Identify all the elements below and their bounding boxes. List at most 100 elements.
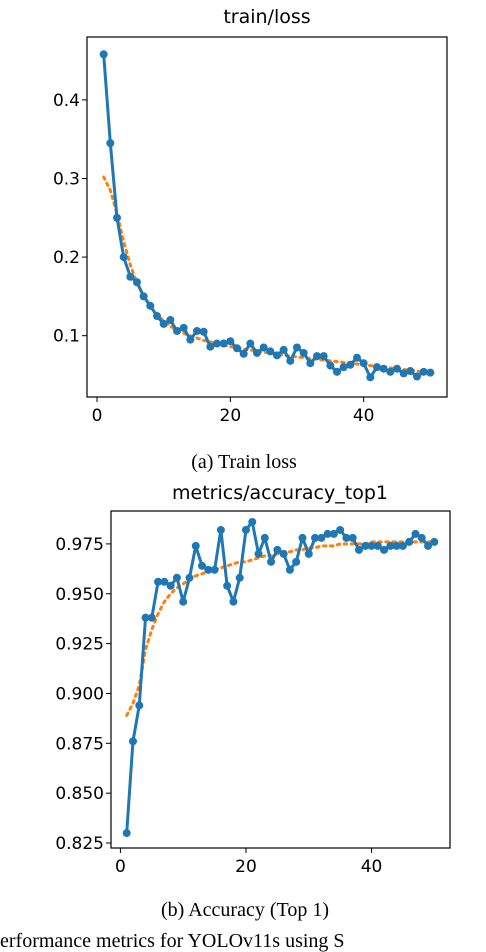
data-point (329, 529, 338, 538)
data-point (342, 533, 351, 542)
data-point (241, 525, 250, 534)
data-point (206, 342, 215, 351)
data-point (417, 533, 426, 542)
data-point (367, 541, 376, 550)
data-point (411, 529, 420, 538)
data-point (339, 363, 348, 372)
data-point (191, 541, 200, 550)
data-point (122, 829, 131, 838)
data-point (160, 577, 169, 586)
data-point (406, 367, 415, 376)
data-point (311, 533, 320, 542)
data-point (153, 312, 161, 321)
data-point (336, 525, 345, 534)
data-point (293, 343, 301, 352)
chart-accuracy-top1: metrics/accuracy_top1 0 20 40 0.825 0.850 0.8… (55, 482, 451, 877)
data-point (380, 545, 389, 554)
data-point (386, 541, 395, 550)
data-point (379, 364, 388, 373)
chart-title: metrics/accuracy_top1 (172, 482, 388, 504)
data-point (135, 701, 144, 710)
data-point (306, 359, 315, 368)
data-point (141, 613, 150, 622)
data-point (398, 541, 407, 550)
data-point (186, 335, 195, 344)
data-point (147, 613, 156, 622)
data-point (405, 537, 414, 546)
data-point (413, 372, 421, 381)
data-point (426, 368, 435, 377)
data-point (173, 326, 181, 335)
data-point (166, 315, 175, 324)
data-point (267, 557, 276, 566)
data-point (128, 737, 137, 746)
trend-line (102, 175, 432, 375)
data-point (226, 337, 235, 346)
data-point (279, 345, 288, 354)
data-point (219, 339, 228, 348)
data-point (99, 50, 108, 59)
data-point (113, 213, 121, 222)
data-point (326, 361, 335, 370)
y-tick-label: 0.1 (53, 327, 80, 347)
data-point (185, 573, 194, 582)
data-point (399, 369, 408, 378)
data-point (233, 344, 241, 353)
data-point (430, 537, 439, 546)
x-tick-label: 20 (235, 857, 257, 877)
data-point (346, 360, 355, 369)
data-point (239, 349, 248, 358)
data-point (266, 347, 275, 356)
data-point (419, 367, 428, 376)
data-point (279, 549, 288, 558)
data-point (216, 525, 225, 534)
data-point (133, 278, 141, 287)
data-point (393, 364, 401, 373)
x-tick-label: 0 (115, 857, 126, 877)
x-tick-label: 40 (353, 406, 375, 426)
plot-frame (110, 510, 451, 849)
data-point (198, 561, 207, 570)
data-point (253, 348, 261, 357)
caption-a: (a) Train loss (191, 451, 297, 473)
y-tick-label: 0.825 (55, 834, 104, 854)
data-point (273, 545, 282, 554)
data-point (159, 319, 168, 328)
y-tick-label: 0.2 (53, 248, 80, 268)
data-point (199, 327, 208, 336)
data-point (292, 557, 301, 566)
y-tick-label: 0.925 (55, 635, 104, 655)
data-point (254, 549, 263, 558)
data-point (229, 597, 238, 606)
data-point (146, 301, 155, 310)
data-point (179, 323, 188, 332)
data-point (353, 353, 361, 362)
data-point (304, 549, 313, 558)
data-point (286, 356, 295, 365)
data-point (126, 272, 135, 281)
data-point (299, 348, 308, 357)
trend-line (125, 540, 436, 717)
caption-b: (b) Accuracy (Top 1) (161, 899, 329, 921)
caption-fragment: erformance metrics for YOLOv11s using S (0, 930, 345, 952)
data-point (154, 577, 163, 586)
data-point (392, 541, 401, 550)
data-point (260, 533, 269, 542)
data-point (361, 541, 370, 550)
data-point (248, 517, 257, 526)
x-tick-label: 40 (361, 857, 383, 877)
data-point (359, 359, 368, 368)
data-point (273, 351, 281, 360)
data-point (204, 565, 213, 574)
data-point (193, 326, 201, 335)
data-point (223, 581, 232, 590)
data-point (373, 541, 382, 550)
data-point (424, 541, 433, 550)
y-tick-label: 0.975 (55, 535, 104, 555)
data-point (366, 373, 375, 382)
data-point (106, 139, 115, 148)
y-tick-label: 0.950 (55, 585, 104, 605)
data-point (354, 545, 363, 554)
chart-train-loss: train/loss 0 20 40 0.1 0.2 0.3 0.4 (53, 6, 448, 426)
